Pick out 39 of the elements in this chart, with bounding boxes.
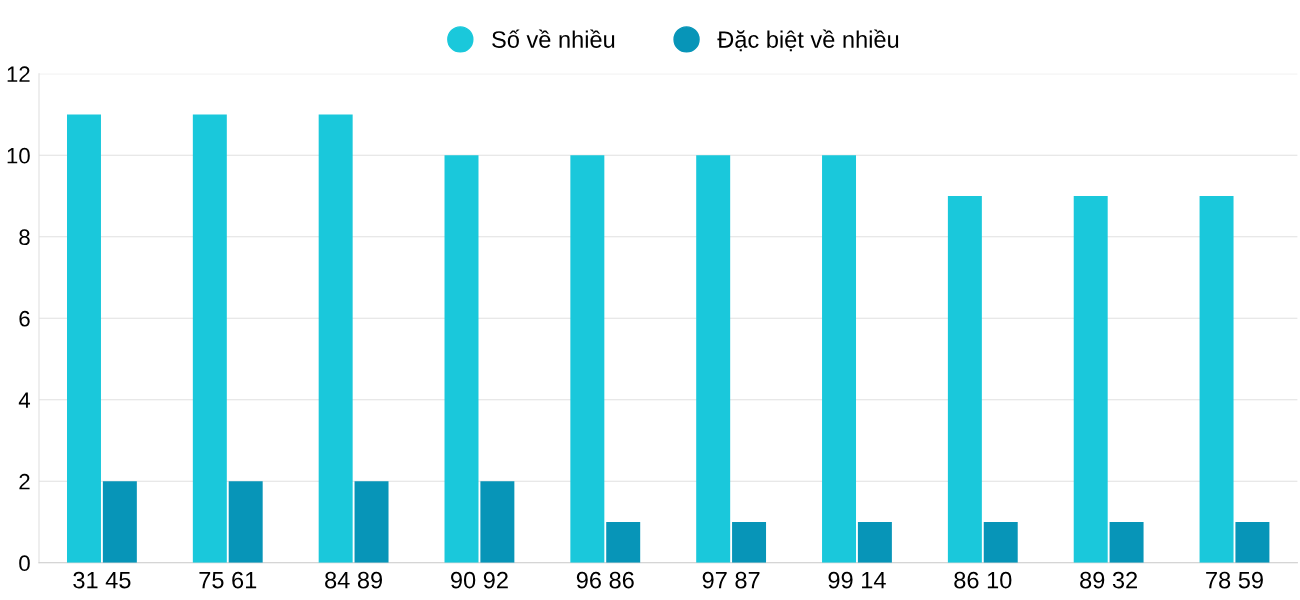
y-tick-label: 2 — [19, 473, 30, 490]
bar — [857, 522, 892, 563]
y-tick-label: 4 — [18, 392, 31, 408]
bar — [570, 155, 605, 563]
bar — [1109, 522, 1144, 563]
bar — [732, 522, 767, 563]
bar — [102, 481, 137, 563]
x-tick-label: 90 92 — [451, 571, 508, 589]
y-tick-label: 8 — [19, 229, 30, 246]
bar — [228, 481, 263, 563]
x-tick-label: 89 32 — [1080, 571, 1137, 589]
x-tick-label: 97 87 — [702, 571, 760, 589]
bar — [444, 155, 479, 563]
bar — [696, 155, 731, 563]
bar — [983, 522, 1018, 563]
legend-label: Số về nhiều — [492, 29, 615, 48]
x-tick-label: 31 45 — [73, 571, 131, 589]
bar — [67, 114, 101, 563]
bar — [822, 155, 857, 563]
y-tick-label: 12 — [7, 66, 30, 82]
x-tick-label: 78 59 — [1206, 571, 1263, 589]
bar — [354, 481, 389, 563]
bar — [1199, 196, 1234, 563]
x-tick-label: 84 89 — [325, 571, 383, 589]
bar — [606, 522, 641, 563]
legend-label: Đặc biệt về nhiều — [717, 29, 899, 52]
x-tick-label: 86 10 — [954, 571, 1012, 589]
bar — [192, 114, 227, 563]
bar — [1235, 522, 1270, 563]
bar — [947, 196, 982, 563]
y-tick-label: 10 — [7, 147, 30, 164]
bar — [480, 481, 515, 563]
x-tick-label: 99 14 — [828, 571, 886, 589]
bar — [318, 114, 353, 563]
y-tick-label: 6 — [19, 310, 30, 327]
y-tick-label: 0 — [19, 555, 30, 572]
bar — [1073, 196, 1108, 563]
x-tick-label: 75 61 — [199, 571, 257, 589]
x-tick-label: 96 86 — [576, 571, 634, 589]
